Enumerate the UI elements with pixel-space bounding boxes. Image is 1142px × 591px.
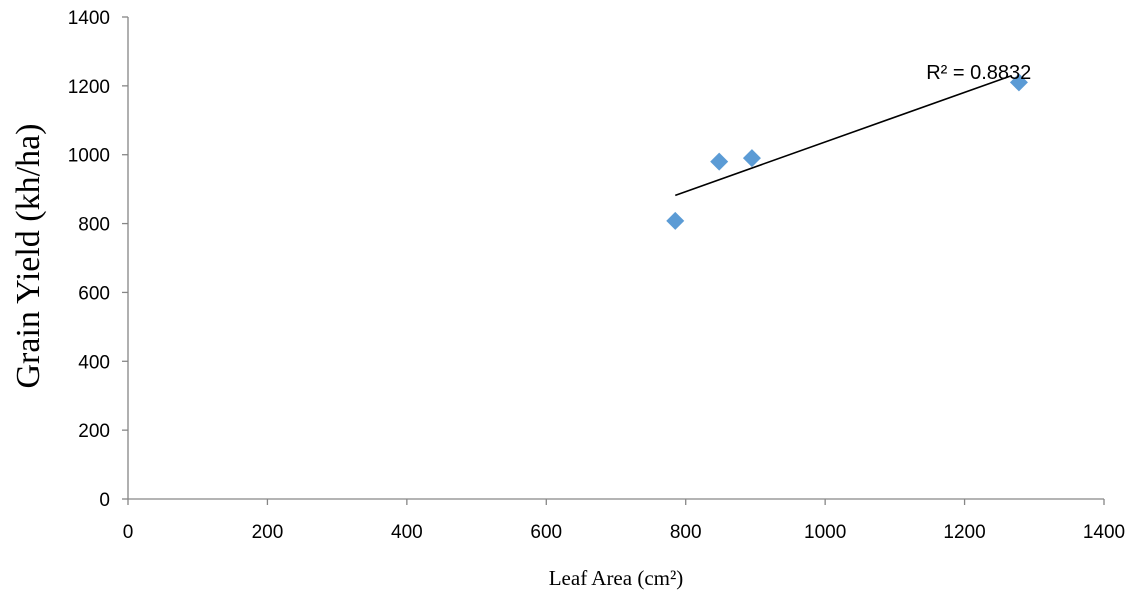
y-tick-label: 800 [78,215,110,236]
y-tick-label: 1400 [68,8,110,29]
r-squared-label: R² = 0.8832 [926,62,1031,84]
data-points [666,73,1028,230]
x-tick-label: 0 [123,522,134,543]
x-tick-label: 1400 [1083,522,1125,543]
y-tick-label: 1200 [68,77,110,98]
data-point-diamond [666,211,685,230]
y-axis-ticks: 0 200 400 600 800 1000 1200 1400 [68,8,128,511]
data-point-diamond [710,152,729,171]
y-tick-label: 600 [78,283,110,304]
x-tick-label: 1200 [943,522,985,543]
y-tick-label: 1000 [68,146,110,167]
data-point-diamond [1009,73,1028,92]
x-tick-label: 800 [670,522,702,543]
trendline-line [674,75,1011,197]
x-tick-label: 400 [391,522,423,543]
trendline [674,75,1011,197]
x-tick-label: 600 [530,522,562,543]
y-tick-label: 0 [99,490,110,511]
annotations: R² = 0.8832 [926,62,1031,84]
x-axis-ticks: 0 200 400 600 800 1000 1200 1400 [123,499,1125,543]
y-axis-label: Grain Yield (kh/ha) [10,124,47,389]
x-tick-label: 200 [252,522,284,543]
x-axis-label: Leaf Area (cm²) [549,566,684,590]
x-tick-label: 1000 [804,522,846,543]
y-tick-label: 200 [78,421,110,442]
data-point-diamond [742,149,761,168]
y-tick-label: 400 [78,352,110,373]
